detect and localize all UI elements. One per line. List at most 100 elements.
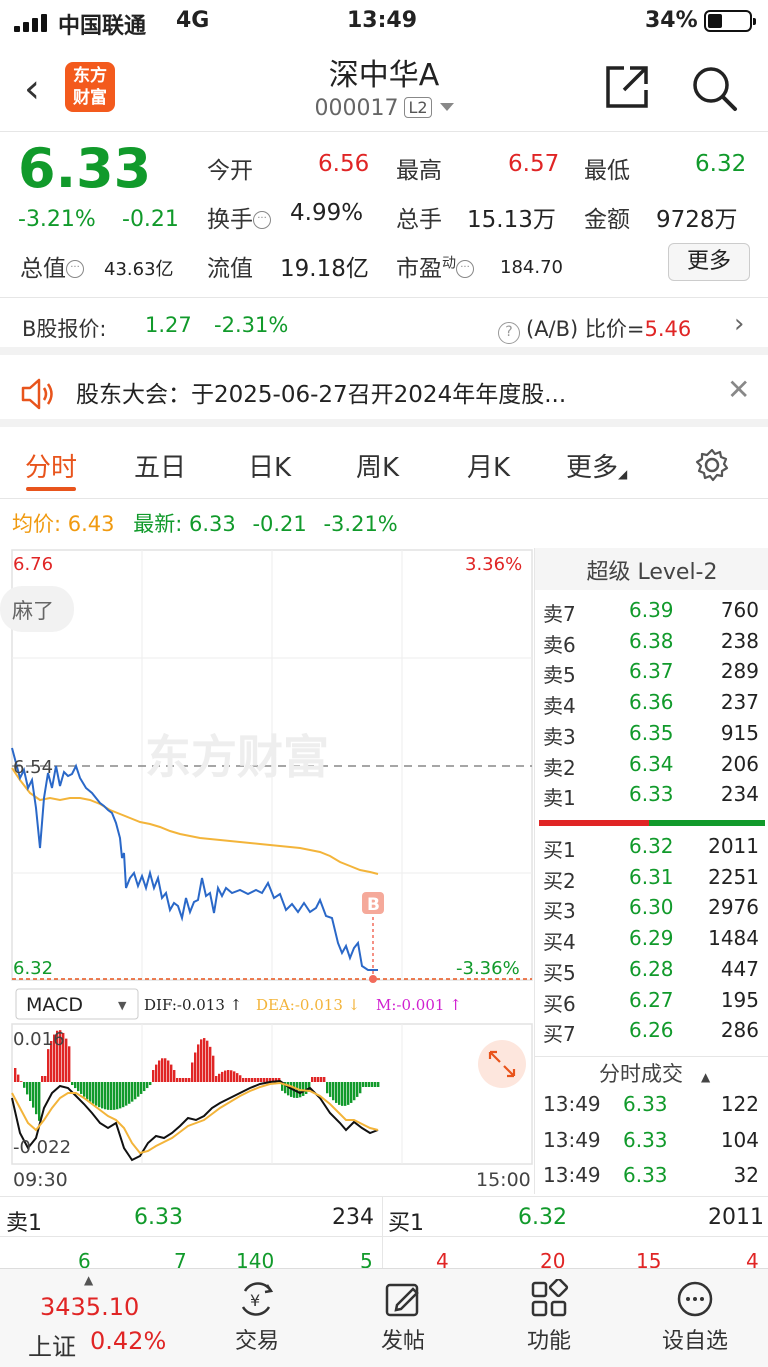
level-price: 6.27 (629, 987, 674, 1012)
nav-trade[interactable]: ¥ 交易 (182, 1279, 332, 1355)
macd-bar (131, 1082, 134, 1102)
macd-bar (320, 1077, 323, 1082)
tick-volume: 122 (720, 1092, 759, 1116)
tab-more[interactable]: 更多◢ (566, 453, 628, 483)
level-price: 6.30 (629, 895, 674, 920)
macd-bar (245, 1078, 248, 1082)
tab-five-day[interactable]: 五日 (134, 453, 187, 483)
level-label: 买6 (543, 991, 576, 1016)
macd-bar (68, 1046, 71, 1082)
search-icon[interactable] (690, 64, 738, 112)
stock-code: 000017 (314, 96, 399, 121)
expand-icon[interactable] (488, 1050, 516, 1078)
bid-level[interactable]: 买6 6.27 195 (543, 988, 763, 1018)
ask1-volume: 234 (332, 1205, 374, 1230)
macd-bar (47, 1049, 50, 1082)
danmaku-comment[interactable]: 麻了 (12, 599, 54, 623)
svg-text:▼: ▼ (118, 999, 127, 1012)
nav-functions[interactable]: 功能 (474, 1279, 624, 1355)
ask-level[interactable]: 卖7 6.39 760 (543, 598, 763, 628)
bid-level[interactable]: 买3 6.30 2976 (543, 895, 763, 925)
index-ticker[interactable]: ▲ 3435.10 上证 0.42% (0, 1269, 180, 1367)
b-share-label: B股报价: (22, 317, 107, 341)
macd-bar (185, 1078, 188, 1082)
macd-bar (86, 1082, 89, 1100)
level-price: 6.26 (629, 1018, 674, 1043)
macd-bar (104, 1082, 107, 1110)
tab-intraday[interactable]: 分时 (25, 453, 78, 483)
close-icon[interactable]: ✕ (727, 373, 751, 406)
macd-bar (29, 1082, 32, 1101)
trade-marker[interactable]: B (367, 895, 380, 915)
bid-level[interactable]: 买7 6.26 286 (543, 1018, 763, 1048)
level-volume: 238 (720, 628, 759, 653)
bid1-volume: 2011 (708, 1205, 764, 1230)
macd-bar (230, 1070, 233, 1082)
level-label: 买7 (543, 1022, 576, 1047)
bid-level[interactable]: 买2 6.31 2251 (543, 865, 763, 895)
macd-bar (188, 1078, 191, 1082)
back-chevron-icon[interactable]: ‹ (24, 66, 40, 112)
macd-bar (200, 1039, 203, 1082)
macd-selector[interactable]: MACD (26, 994, 83, 1016)
ask-level[interactable]: 卖2 6.34 206 (543, 752, 763, 782)
nav-post[interactable]: 发帖 (328, 1279, 478, 1355)
macd-bar (218, 1073, 221, 1082)
battery-percent: 34% (645, 8, 698, 33)
bid-level[interactable]: 买1 6.32 2011 (543, 834, 763, 864)
macd-bar (311, 1077, 314, 1082)
question-icon[interactable]: ? (498, 322, 520, 344)
ask-level[interactable]: 卖5 6.37 289 (543, 659, 763, 689)
info-icon[interactable]: ··· (456, 260, 474, 278)
b-share-row[interactable]: B股报价: 1.27 -2.31% ? (A/B) 比价=5.46 › (0, 299, 768, 355)
macd-bar (239, 1075, 242, 1082)
share-icon[interactable] (604, 64, 650, 110)
speaker-icon (21, 378, 53, 410)
info-icon[interactable]: ··· (66, 260, 84, 278)
tab-weekly-k[interactable]: 周K (356, 453, 400, 483)
level-volume: 447 (720, 956, 759, 981)
gear-icon[interactable] (694, 447, 730, 483)
bid-level[interactable]: 买5 6.28 447 (543, 957, 763, 987)
level-volume: 1484 (708, 926, 759, 951)
ask-level[interactable]: 卖1 6.33 234 (543, 782, 763, 812)
level-label: 买5 (543, 960, 576, 985)
announcement-banner[interactable]: 股东大会：于2025-06-27召开2024年年度股... ✕ (0, 363, 768, 427)
tab-monthly-k[interactable]: 月K (467, 453, 511, 483)
intraday-chart[interactable]: 东方财富 B 麻了 6.76 3.36% 6.54 6.32 -3.36% MA… (0, 548, 540, 1194)
macd-bar (281, 1082, 284, 1091)
macd-bar (233, 1071, 236, 1082)
tick-right-1: 4 (436, 1249, 449, 1269)
macd-bar (377, 1082, 380, 1087)
pe-value: 184.70 (500, 257, 563, 278)
tab-daily-k[interactable]: 日K (248, 453, 292, 483)
macd-bar (113, 1082, 116, 1110)
macd-bar (212, 1055, 215, 1082)
tick-trade: 13:49 6.33 32 (543, 1163, 763, 1193)
tick-left-2: 7 (174, 1249, 187, 1269)
macd-bar (149, 1082, 152, 1086)
macd-bar (341, 1082, 344, 1106)
tick-price: 6.33 (623, 1127, 668, 1152)
bid-level[interactable]: 买4 6.29 1484 (543, 926, 763, 956)
info-icon[interactable]: ··· (253, 211, 271, 229)
level-price: 6.36 (629, 690, 674, 715)
chart-bottom-price: 6.32 (13, 958, 53, 979)
bid-ask-bar-green (649, 820, 765, 826)
high-value: 6.57 (508, 151, 560, 177)
ask-level[interactable]: 卖3 6.35 915 (543, 721, 763, 751)
ask-level[interactable]: 卖4 6.36 237 (543, 690, 763, 720)
stock-code-selector[interactable]: 000017 L2 (0, 96, 768, 121)
macd-bar (338, 1082, 341, 1105)
tick-time: 13:49 (543, 1127, 601, 1152)
macd-bar (140, 1082, 143, 1094)
macd-bar (137, 1082, 140, 1097)
ask-level[interactable]: 卖6 6.38 238 (543, 629, 763, 659)
more-button[interactable]: 更多 (668, 243, 750, 281)
nav-add-watchlist[interactable]: 设自选 (620, 1279, 768, 1355)
level-volume: 2251 (708, 864, 759, 889)
macd-bar (89, 1082, 92, 1102)
macd-bar (146, 1082, 149, 1089)
ticks-title[interactable]: 分时成交 ▲ (599, 1062, 711, 1086)
macd-bar (74, 1082, 77, 1089)
